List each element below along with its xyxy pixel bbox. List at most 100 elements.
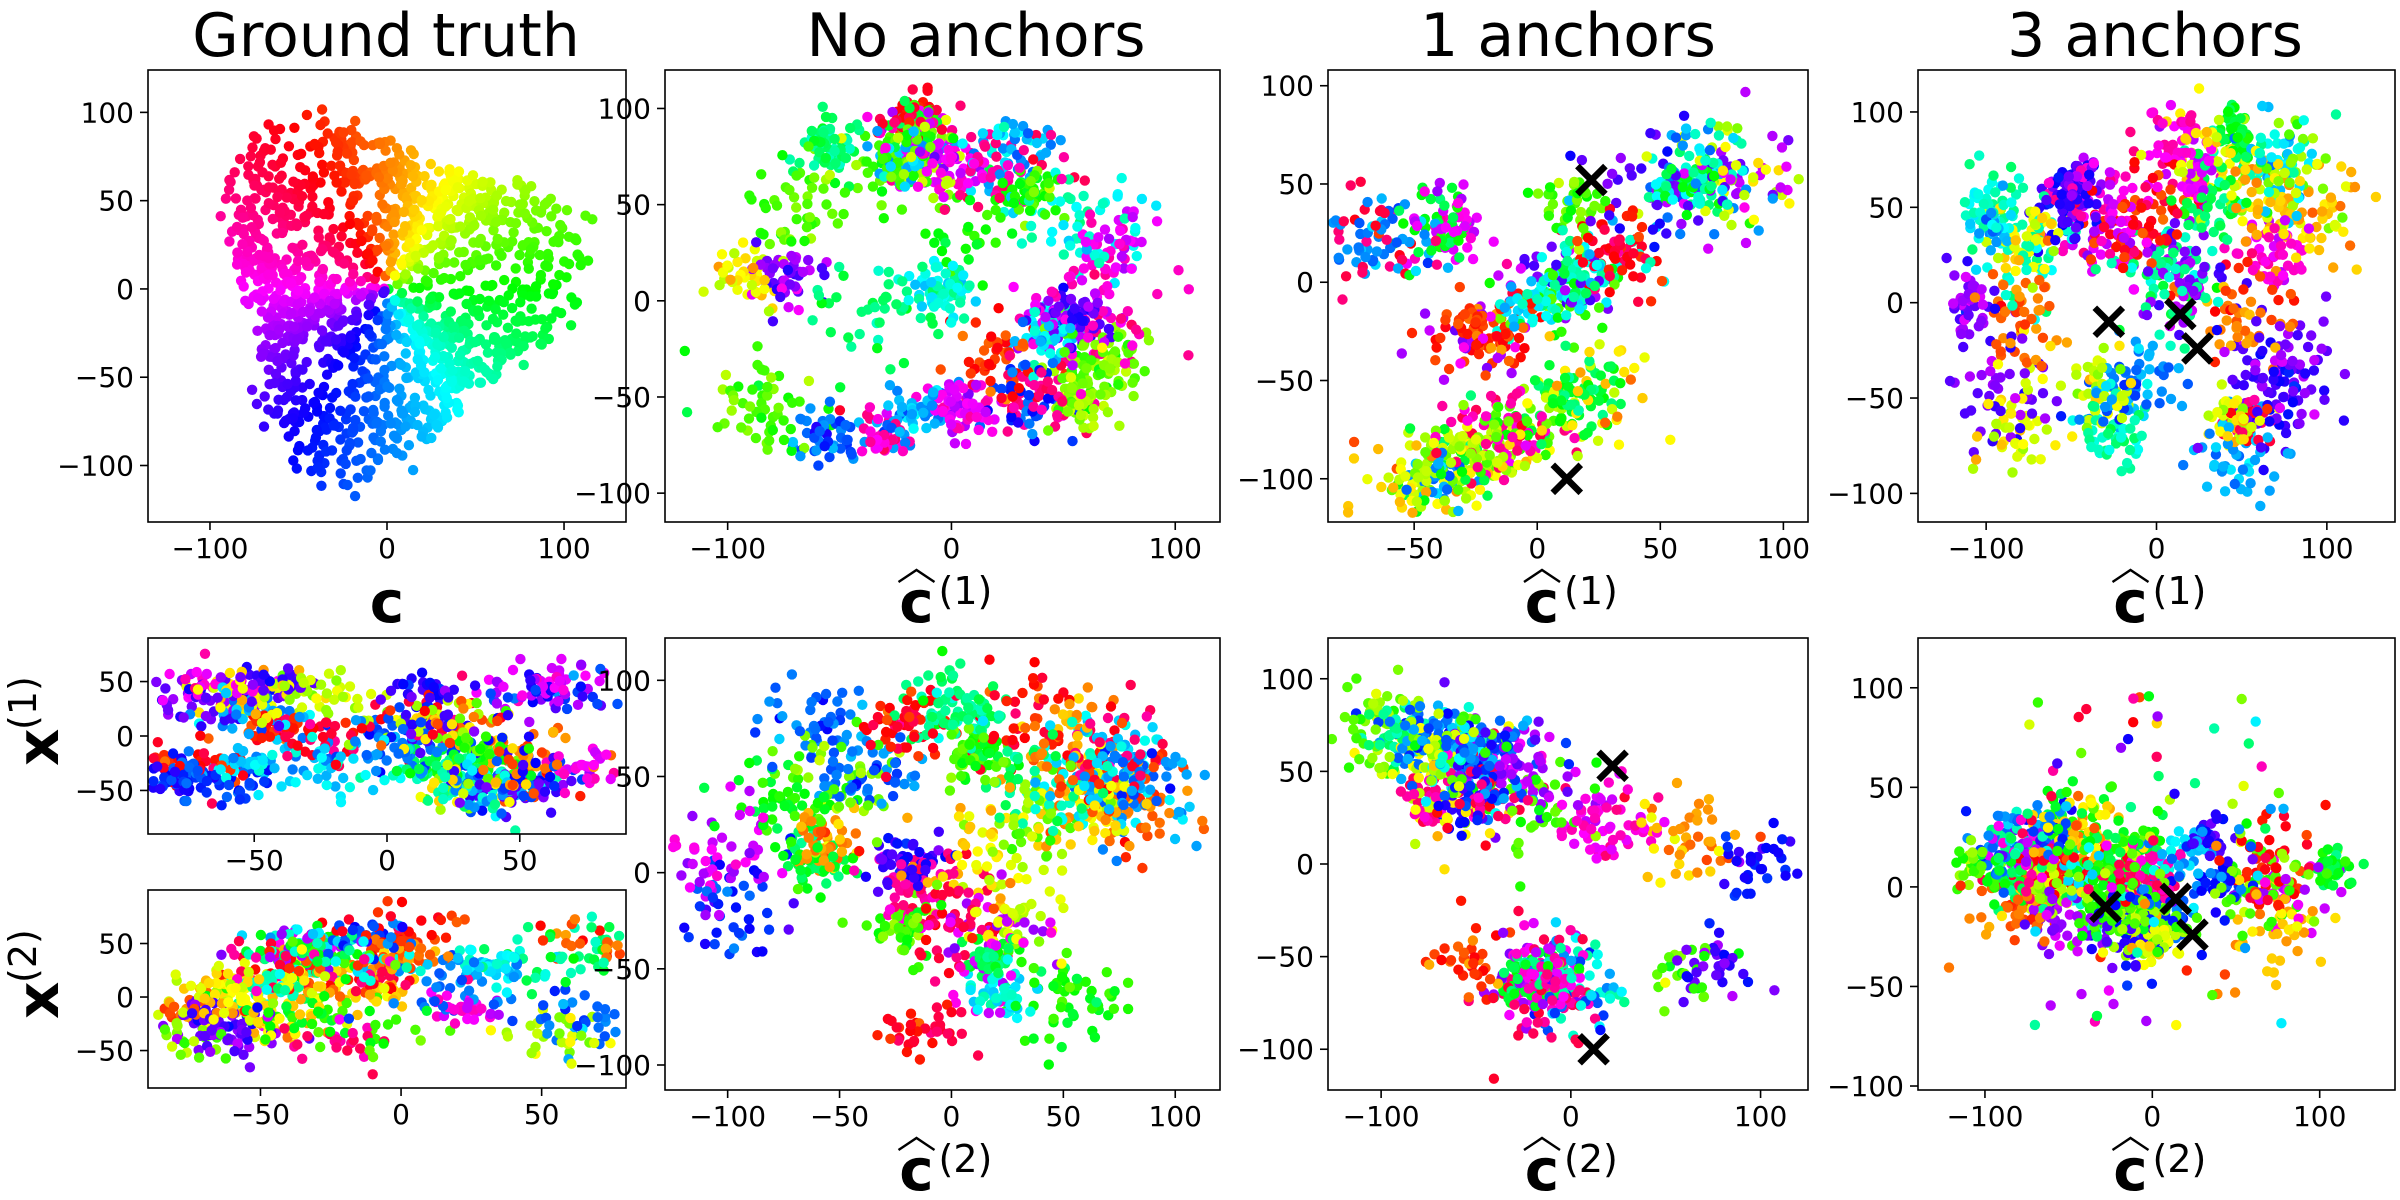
scatter-point (178, 1007, 189, 1018)
scatter-point (582, 773, 593, 784)
scatter-point (294, 711, 305, 723)
scatter-point (1075, 388, 1087, 400)
scatter-point (410, 1024, 421, 1036)
scatter-point (545, 807, 557, 818)
scatter-point (340, 458, 351, 470)
scatter-point (445, 236, 456, 247)
scatter-point (346, 137, 358, 148)
scatter-point (348, 361, 359, 372)
scatter-point (159, 1024, 171, 1035)
scatter-point (237, 212, 248, 223)
scatter-point (460, 732, 472, 744)
scatter-point (337, 1005, 348, 1017)
scatter-point (767, 316, 779, 327)
scatter-point (758, 229, 769, 240)
scatter-point (246, 222, 257, 233)
scatter-point (840, 419, 851, 431)
scatter-point (463, 778, 474, 789)
scatter-point (330, 759, 342, 770)
scatter-point (778, 415, 789, 426)
scatter-point (571, 235, 582, 246)
scatter-point (243, 161, 254, 172)
scatter-point (271, 707, 283, 719)
scatter-point (393, 309, 404, 320)
scatter-point (200, 692, 212, 703)
scatter-point (732, 284, 743, 295)
scatter-point (1097, 306, 1109, 317)
scatter-point (472, 305, 484, 316)
scatter-point (525, 1020, 536, 1031)
scatter-point (1126, 263, 1137, 274)
scatter-point (249, 759, 261, 771)
scatter-point (186, 1008, 198, 1019)
scatter-point (428, 777, 440, 788)
scatter-point (517, 759, 529, 771)
scatter-point (382, 1019, 394, 1030)
scatter-point (970, 379, 982, 391)
scatter-point (288, 1022, 300, 1034)
scatter-point (920, 228, 931, 239)
scatter-point (575, 260, 586, 271)
scatter-point (550, 235, 561, 246)
scatter-point (574, 251, 585, 263)
scatter-point (396, 257, 407, 269)
scatter-point (304, 378, 315, 390)
scatter-point (574, 938, 586, 949)
scatter-point (1136, 193, 1148, 205)
scatter-point (263, 198, 274, 209)
scatter-point (372, 244, 383, 256)
scatter-point (199, 1030, 210, 1042)
scatter-point (1042, 393, 1054, 404)
scatter-point (534, 249, 545, 261)
scatter-point (396, 408, 408, 419)
scatter-point (339, 177, 351, 188)
scatter-point (521, 975, 532, 986)
scatter-point (787, 436, 799, 448)
scatter-point (440, 184, 451, 196)
scatter-point (427, 729, 438, 740)
scatter-point (293, 965, 305, 977)
scatter-point (313, 1027, 324, 1038)
scatter-point (371, 996, 382, 1007)
scatter-point (312, 937, 323, 949)
scatter-point (222, 1035, 233, 1046)
scatter-point (432, 339, 443, 350)
scatter-point (1030, 129, 1042, 141)
scatter-point (820, 111, 832, 123)
scatter-point (238, 1049, 249, 1061)
scatter-point (287, 764, 298, 775)
scatter-point (994, 192, 1005, 204)
scatter-point (153, 1009, 164, 1020)
scatter-point (396, 935, 407, 947)
scatter-point (447, 365, 458, 376)
scatter-point (938, 288, 949, 299)
scatter-point (604, 921, 615, 933)
scatter-point (474, 293, 486, 305)
scatter-point (469, 337, 480, 348)
scatter-point (295, 148, 307, 159)
scatter-point (275, 285, 286, 296)
scatter-point (391, 447, 403, 459)
scatter-point (829, 177, 841, 189)
scatter-point (334, 991, 346, 1002)
scatter-point (572, 699, 584, 710)
scatter-point (575, 681, 586, 692)
scatter-point (963, 356, 975, 368)
scatter-point (444, 214, 455, 225)
scatter-point (297, 1053, 308, 1065)
scatter-point (1058, 282, 1069, 293)
scatter-point (312, 462, 324, 473)
scatter-point (290, 395, 302, 406)
scatter-point (394, 702, 405, 713)
scatter-point (385, 911, 396, 922)
scatter-point (756, 364, 767, 375)
scatter-point (1008, 197, 1020, 209)
scatter-point (193, 1044, 204, 1056)
scatter-point (510, 218, 522, 229)
scatter-point (279, 680, 290, 692)
scatter-point (468, 1014, 480, 1025)
scatter-point (944, 303, 956, 314)
scatter-point (529, 196, 540, 207)
scatter-point (444, 737, 456, 749)
scatter-point (963, 221, 974, 233)
